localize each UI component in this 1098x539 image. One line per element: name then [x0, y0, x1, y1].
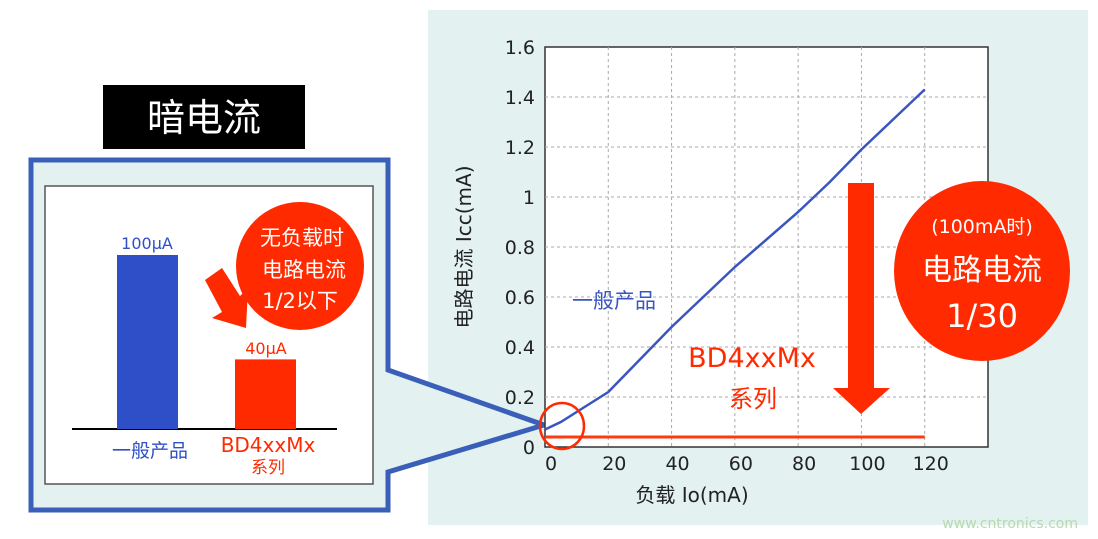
watermark: www.cntronics.com [942, 516, 1078, 532]
bar-category-1: BD4xxMx [221, 433, 316, 457]
x-tick-label: 0 [545, 453, 557, 475]
series-label-bd: BD4xxMx [688, 343, 816, 374]
y-tick-label: 0.6 [505, 287, 535, 309]
title: 暗电流 [147, 96, 261, 140]
bar-category-0: 一般产品 [112, 440, 188, 462]
ratio-badge-line-1: 电路电流 [922, 253, 1042, 288]
y-tick-label: 1.4 [505, 87, 535, 109]
bar-value-label-1: 40μA [245, 339, 287, 358]
series-label-general: 一般产品 [572, 289, 656, 313]
ratio-badge-line-2: 1/30 [946, 297, 1018, 335]
x-axis-label: 负载 Io(mA) [635, 483, 748, 507]
ratio-badge-line-0: (100mA时) [931, 216, 1033, 238]
badge-line-1: 电路电流 [262, 258, 346, 282]
bar-1 [235, 359, 296, 429]
x-tick-label: 120 [913, 453, 949, 475]
badge-circle [236, 202, 364, 330]
x-tick-label: 60 [729, 453, 753, 475]
ratio-badge [894, 181, 1070, 361]
y-tick-label: 1.2 [505, 137, 535, 159]
highlight-circle [538, 401, 586, 451]
y-tick-label: 0.4 [505, 337, 535, 359]
inset-box [44, 185, 374, 485]
y-axis-label: 电路电流 Icc(mA) [452, 165, 476, 328]
bar-value-label-0: 100μA [121, 234, 173, 253]
down-arrow-icon [205, 268, 248, 328]
y-tick-label: 1.6 [505, 37, 535, 59]
x-tick-label: 100 [849, 453, 885, 475]
series-label-bd-line2: 系列 [729, 385, 777, 413]
bar-0 [117, 255, 178, 429]
big-down-arrow-icon [833, 183, 890, 414]
x-tick-label: 20 [602, 453, 626, 475]
x-tick-label: 40 [665, 453, 689, 475]
y-tick-label: 0 [523, 437, 535, 459]
y-tick-label: 0.2 [505, 387, 535, 409]
series-line-0 [544, 88, 926, 431]
y-tick-label: 1 [523, 187, 535, 209]
badge-line-2: 1/2以下 [262, 289, 338, 313]
badge-line-0: 无负载时 [260, 226, 344, 250]
bar-category-1-line2: 系列 [251, 458, 285, 478]
y-tick-label: 0.8 [505, 237, 535, 259]
title-box [103, 85, 305, 149]
x-tick-label: 80 [792, 453, 816, 475]
